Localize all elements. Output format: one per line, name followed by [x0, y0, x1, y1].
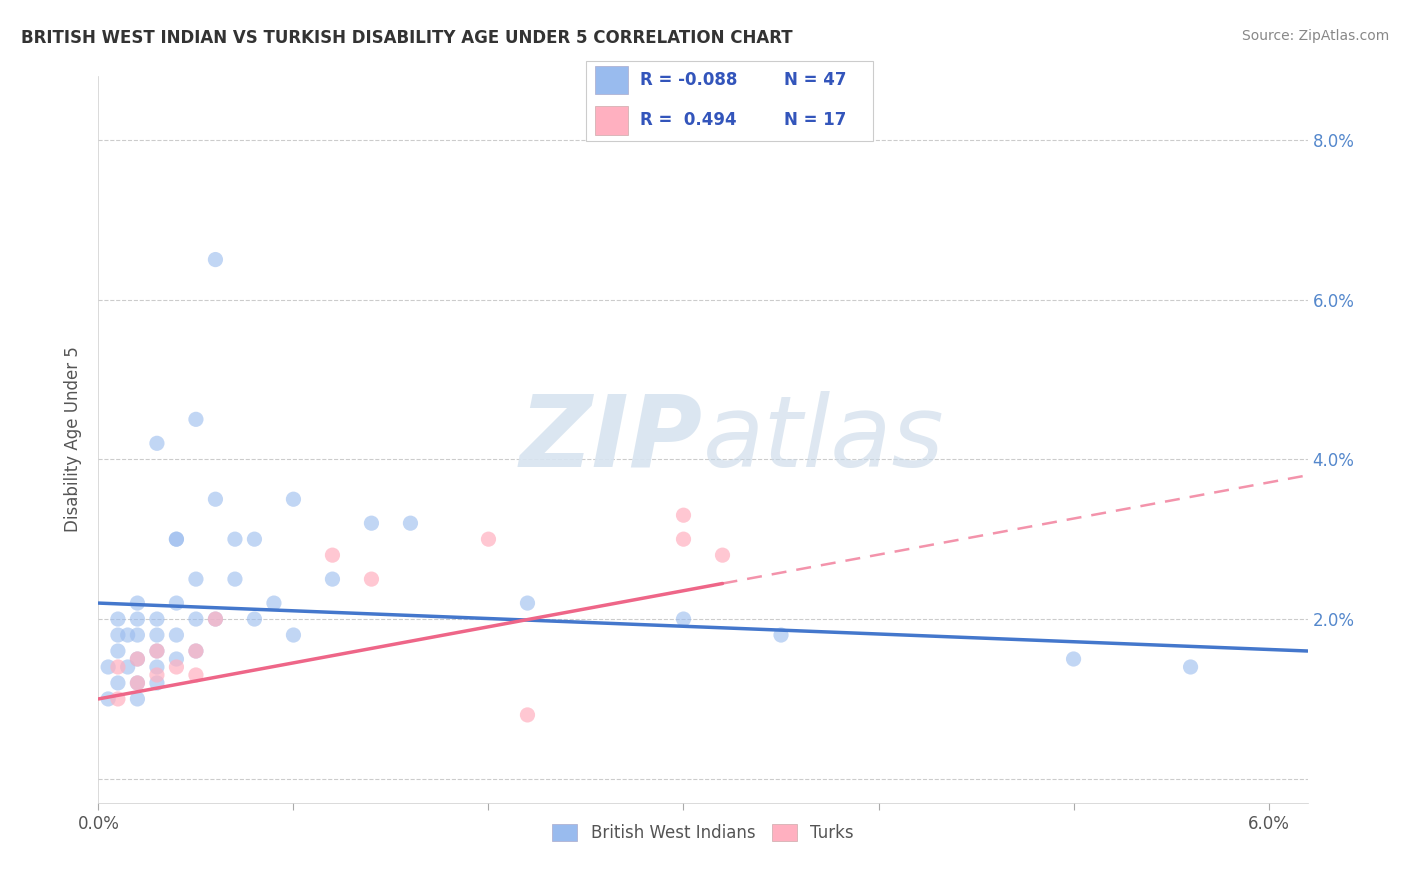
Point — [107, 644, 129, 658]
Point — [165, 596, 187, 610]
FancyBboxPatch shape — [595, 106, 627, 135]
Point — [672, 532, 695, 546]
Point — [184, 644, 207, 658]
Y-axis label: Disability Age Under 5: Disability Age Under 5 — [65, 346, 83, 533]
Point — [165, 660, 187, 674]
Point — [107, 660, 129, 674]
Point — [283, 628, 305, 642]
Point — [165, 532, 187, 546]
Legend: British West Indians, Turks: British West Indians, Turks — [546, 817, 860, 849]
Point — [204, 612, 226, 626]
Point — [117, 660, 139, 674]
Point — [1063, 652, 1085, 666]
Point — [184, 612, 207, 626]
Point — [146, 628, 169, 642]
FancyBboxPatch shape — [586, 61, 873, 141]
Point — [360, 572, 382, 586]
Point — [243, 612, 266, 626]
Point — [711, 548, 734, 562]
Point — [672, 508, 695, 523]
Point — [243, 532, 266, 546]
Point — [321, 572, 343, 586]
Point — [127, 676, 149, 690]
Point — [97, 660, 120, 674]
Text: R = -0.088: R = -0.088 — [640, 71, 737, 89]
Point — [516, 596, 538, 610]
Point — [127, 652, 149, 666]
Point — [769, 628, 792, 642]
Point — [165, 652, 187, 666]
Point — [204, 612, 226, 626]
Point — [97, 692, 120, 706]
Point — [146, 676, 169, 690]
Point — [672, 612, 695, 626]
Point — [263, 596, 285, 610]
Point — [283, 492, 305, 507]
Point — [146, 436, 169, 450]
Text: atlas: atlas — [703, 391, 945, 488]
Text: N = 17: N = 17 — [785, 111, 846, 128]
Point — [360, 516, 382, 531]
Point — [165, 532, 187, 546]
Point — [184, 668, 207, 682]
Text: R =  0.494: R = 0.494 — [640, 111, 737, 128]
Point — [184, 572, 207, 586]
Point — [146, 668, 169, 682]
Point — [204, 492, 226, 507]
Text: N = 47: N = 47 — [785, 71, 846, 89]
Point — [184, 412, 207, 426]
FancyBboxPatch shape — [595, 66, 627, 95]
Point — [117, 628, 139, 642]
Point — [477, 532, 499, 546]
Point — [107, 612, 129, 626]
Point — [399, 516, 422, 531]
Point — [204, 252, 226, 267]
Point — [107, 628, 129, 642]
Point — [107, 692, 129, 706]
Text: Source: ZipAtlas.com: Source: ZipAtlas.com — [1241, 29, 1389, 43]
Point — [165, 628, 187, 642]
Point — [321, 548, 343, 562]
Text: ZIP: ZIP — [520, 391, 703, 488]
Point — [146, 644, 169, 658]
Point — [127, 652, 149, 666]
Point — [127, 628, 149, 642]
Point — [146, 660, 169, 674]
Point — [184, 644, 207, 658]
Point — [224, 532, 246, 546]
Point — [146, 644, 169, 658]
Text: BRITISH WEST INDIAN VS TURKISH DISABILITY AGE UNDER 5 CORRELATION CHART: BRITISH WEST INDIAN VS TURKISH DISABILIT… — [21, 29, 793, 46]
Point — [146, 612, 169, 626]
Point — [516, 707, 538, 722]
Point — [107, 676, 129, 690]
Point — [127, 676, 149, 690]
Point — [127, 596, 149, 610]
Point — [127, 692, 149, 706]
Point — [224, 572, 246, 586]
Point — [1180, 660, 1202, 674]
Point — [127, 612, 149, 626]
